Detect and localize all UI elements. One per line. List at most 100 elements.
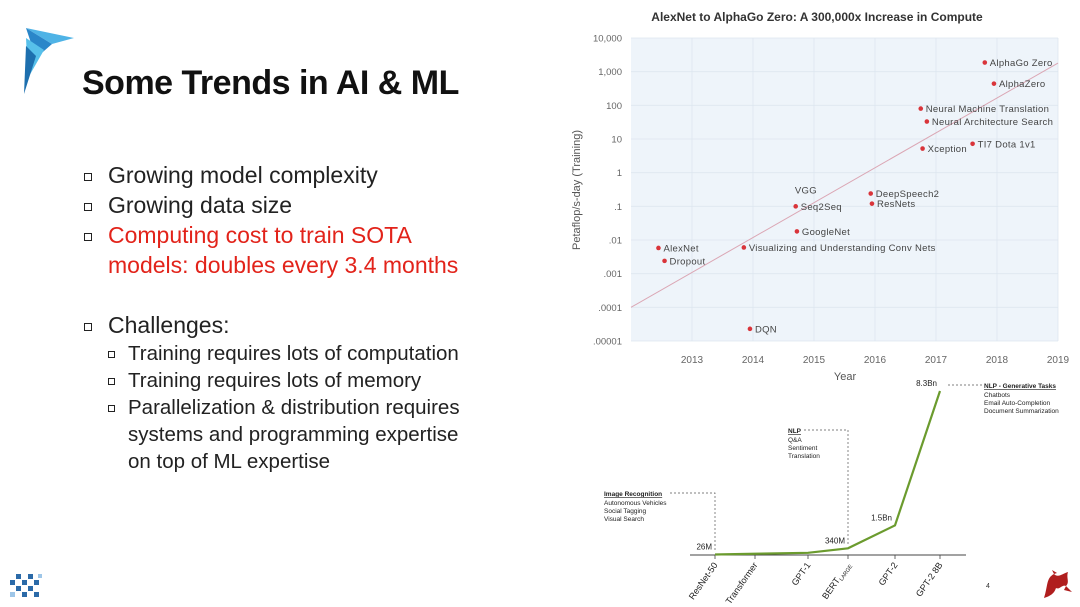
bullet-data-size: Growing data size [82, 190, 552, 220]
y-tick-label: 10,000 [593, 34, 622, 45]
y-tick-label: 100 [606, 101, 622, 112]
sub-bullet-computation: Training requires lots of computation [82, 340, 552, 367]
x-category-label: GPT-2 [877, 560, 900, 587]
bullet-text-line: models: doubles every 3.4 months [108, 252, 459, 278]
y-tick-label: .1 [614, 202, 622, 213]
company-logo [24, 28, 74, 94]
x-axis-label: Year [834, 371, 857, 383]
point-label: GoogleNet [802, 227, 850, 238]
annotation-line: Translation [788, 453, 820, 460]
annotation-title: Image Recognition [604, 491, 662, 498]
bullet-computing-cost: Computing cost to train SOTA models: dou… [82, 220, 552, 280]
point-label: Xception [928, 144, 967, 155]
data-point [920, 146, 925, 151]
model-size-chart: ResNet-50 Transformer GPT-1 BERTLARGE GPT-2 G… [604, 379, 1059, 606]
point-label: VGG [795, 185, 817, 196]
annotation-line: Q&A [788, 437, 802, 444]
data-point [918, 106, 924, 111]
y-tick-label: .01 [609, 236, 622, 247]
y-tick-label: 1 [617, 168, 622, 179]
x-tick-label: 2014 [742, 355, 765, 366]
y-tick-label: .00001 [593, 337, 622, 348]
point-label: TI7 Dota 1v1 [978, 139, 1036, 150]
point-label: Dropout [670, 256, 706, 267]
bullet-text: Challenges: [108, 312, 230, 338]
point-label: ResNets [877, 199, 916, 210]
x-tick-label: 2016 [864, 355, 887, 366]
point-value-label: 26M [696, 542, 712, 551]
y-tick-label: 10 [611, 135, 622, 146]
point-label: Neural Machine Translation [926, 104, 1049, 115]
checkbox-bullet-icon [84, 173, 92, 181]
compute-scatter-chart: AlexNet to AlphaGo Zero: A 300,000x Incr… [571, 10, 1070, 383]
x-category-label: GPT-1 [790, 560, 813, 587]
checkbox-bullet-icon [108, 405, 115, 412]
data-point [924, 119, 930, 124]
x-category-label: Transformer [724, 560, 760, 606]
x-category-label: BERTLARGE [820, 560, 854, 602]
checkbox-bullet-icon [84, 323, 92, 331]
bullet-model-complexity: Growing model complexity [82, 160, 552, 190]
checkbox-bullet-icon [108, 351, 115, 358]
checkbox-bullet-icon [84, 233, 92, 241]
y-axis-label: Petaflop/s-day (Training) [571, 130, 583, 250]
plot-area [631, 38, 1058, 341]
annotation-title: NLP - Generative Tasks [984, 383, 1056, 390]
x-tick-label: 2017 [925, 355, 948, 366]
point-value-label: 1.5Bn [871, 513, 892, 522]
annotation-line: Chatbots [984, 392, 1011, 399]
annotation-leader-line [670, 492, 716, 551]
point-label: DQN [755, 324, 777, 335]
model-size-line [714, 390, 942, 556]
page-title: Some Trends in AI & ML [82, 64, 459, 102]
data-point [991, 81, 997, 86]
data-point [982, 60, 988, 65]
x-tick-label: 2018 [986, 355, 1009, 366]
point-value-label: 340M [825, 536, 845, 545]
sub-bullet-text-line: Parallelization & distribution requires [128, 396, 460, 419]
trend-line [630, 62, 1059, 308]
data-point [970, 141, 975, 147]
point-label: AlphaZero [999, 79, 1046, 90]
point-label: DeepSpeech2 [876, 189, 940, 200]
data-point [794, 229, 800, 234]
point-label: Seq2Seq [801, 202, 842, 213]
data-point [793, 204, 798, 209]
y-tick-label: .0001 [598, 303, 622, 314]
x-category-label: ResNet-50 [687, 560, 720, 601]
checkbox-bullet-icon [108, 378, 115, 385]
annotation-line: Sentiment [788, 445, 817, 452]
bullet-challenges: Challenges: [82, 310, 552, 340]
annotation-line: Email Auto-Completion [984, 400, 1050, 407]
annotation-leader-line [804, 429, 849, 545]
bullet-text: Growing model complexity [108, 162, 378, 188]
annotation-title: NLP [788, 428, 802, 435]
bullet-text: Growing data size [108, 192, 293, 218]
x-tick-label: 2015 [803, 355, 826, 366]
annotation-line: Document Summarization [984, 408, 1059, 415]
sub-bullet-text: Training requires lots of computation [128, 342, 459, 365]
bullet-list: Growing model complexity Growing data si… [82, 160, 552, 475]
point-label: Neural Architecture Search [932, 117, 1053, 128]
data-point [868, 191, 874, 196]
data-point [741, 245, 747, 250]
data-point [747, 326, 753, 332]
x-tick-label: 2013 [681, 355, 704, 366]
sub-bullet-parallelization: Parallelization & distribution requires … [82, 394, 552, 475]
sub-bullet-text-line: systems and programming expertise [128, 423, 459, 446]
data-point [662, 258, 667, 264]
dragon-emblem-icon [1044, 570, 1072, 598]
institution-logo [10, 574, 42, 597]
point-label: Visualizing and Understanding Conv Nets [749, 243, 936, 254]
annotation-line: Autonomous Vehicles [604, 500, 667, 507]
y-tick-label: 1,000 [598, 67, 622, 78]
point-value-label: 8.3Bn [916, 379, 937, 388]
data-point [869, 201, 875, 206]
bullet-text-line: Computing cost to train SOTA [108, 222, 412, 248]
x-category-label: GPT-2 8B [914, 560, 945, 598]
category-subscript: LARGE [839, 564, 855, 583]
checkbox-bullet-icon [84, 203, 92, 211]
point-label: AlphaGo Zero [990, 58, 1053, 69]
annotation-line: Social Tagging [604, 508, 647, 515]
x-tick-label: 2019 [1047, 355, 1070, 366]
